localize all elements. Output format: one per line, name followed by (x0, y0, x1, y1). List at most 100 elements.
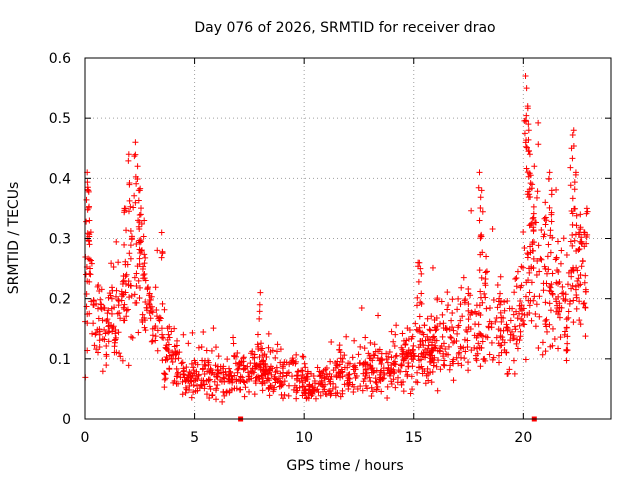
data-point (495, 340, 502, 347)
data-point (219, 398, 226, 405)
data-point (566, 300, 573, 307)
data-point (149, 309, 156, 316)
data-point (400, 388, 407, 395)
data-point (95, 315, 102, 322)
data-point (404, 371, 411, 378)
data-point (558, 247, 565, 254)
data-point (440, 350, 447, 357)
data-point (314, 386, 321, 393)
data-point (548, 218, 555, 225)
data-point (441, 362, 448, 369)
data-point (535, 141, 542, 148)
data-point (361, 375, 368, 382)
data-point (460, 344, 467, 351)
data-point (326, 378, 333, 385)
data-point (303, 374, 310, 381)
data-point (171, 325, 178, 332)
data-point (354, 386, 361, 393)
data-point (205, 377, 212, 384)
data-point (523, 85, 530, 92)
data-point (486, 305, 493, 312)
data-point (205, 359, 212, 366)
data-point (221, 392, 228, 399)
data-point (212, 362, 219, 369)
data-point (152, 333, 159, 340)
data-point (539, 351, 546, 358)
data-point (468, 207, 475, 214)
data-point (235, 365, 242, 372)
data-point (528, 279, 535, 286)
data-point (104, 310, 111, 317)
data-point (293, 351, 300, 358)
data-point (140, 275, 147, 282)
data-point (148, 338, 155, 345)
data-point (87, 265, 94, 272)
data-point (412, 320, 419, 327)
data-point (426, 358, 433, 365)
data-point (223, 371, 230, 378)
data-point (179, 391, 186, 398)
data-point (540, 287, 547, 294)
data-point (478, 231, 485, 238)
data-point (488, 339, 495, 346)
data-point (128, 333, 135, 340)
data-point (386, 370, 393, 377)
data-point (214, 382, 221, 389)
data-point (572, 286, 579, 293)
data-point (135, 223, 142, 230)
data-point (268, 371, 275, 378)
data-point (311, 378, 318, 385)
data-point (116, 310, 123, 317)
data-point (214, 373, 221, 380)
data-point (337, 349, 344, 356)
data-point (370, 369, 377, 376)
data-point (465, 324, 472, 331)
data-point (92, 331, 99, 338)
data-point (159, 300, 166, 307)
data-point (577, 272, 584, 279)
data-point (129, 334, 136, 341)
data-point (584, 208, 591, 215)
data-point (93, 300, 100, 307)
data-point (264, 375, 271, 382)
data-point (173, 373, 180, 380)
data-point (457, 301, 464, 308)
data-point (127, 203, 134, 210)
data-point (482, 280, 489, 287)
data-point (245, 369, 252, 376)
data-point (259, 387, 266, 394)
data-points (82, 73, 591, 405)
data-point (328, 339, 335, 346)
data-point (111, 304, 118, 311)
data-point (337, 355, 344, 362)
data-point (337, 393, 344, 400)
data-point (112, 293, 119, 300)
data-point (256, 353, 263, 360)
data-point (209, 392, 216, 399)
data-point (486, 318, 493, 325)
data-point (565, 308, 572, 315)
data-point (493, 334, 500, 341)
data-point (277, 346, 284, 353)
data-point (421, 322, 428, 329)
data-point (576, 298, 583, 305)
data-point (465, 367, 472, 374)
data-point (431, 316, 438, 323)
data-point (385, 364, 392, 371)
data-point (96, 337, 103, 344)
data-point (128, 292, 135, 299)
data-point (438, 298, 445, 305)
data-point (576, 317, 583, 324)
data-point (555, 280, 562, 287)
data-point (379, 357, 386, 364)
data-point (494, 304, 501, 311)
data-point (173, 380, 180, 387)
data-point (322, 390, 329, 397)
data-point (465, 307, 472, 314)
data-point (149, 337, 156, 344)
data-point (132, 139, 139, 146)
data-point (434, 295, 441, 302)
data-point (136, 239, 143, 246)
data-point (575, 282, 582, 289)
data-point (252, 380, 259, 387)
